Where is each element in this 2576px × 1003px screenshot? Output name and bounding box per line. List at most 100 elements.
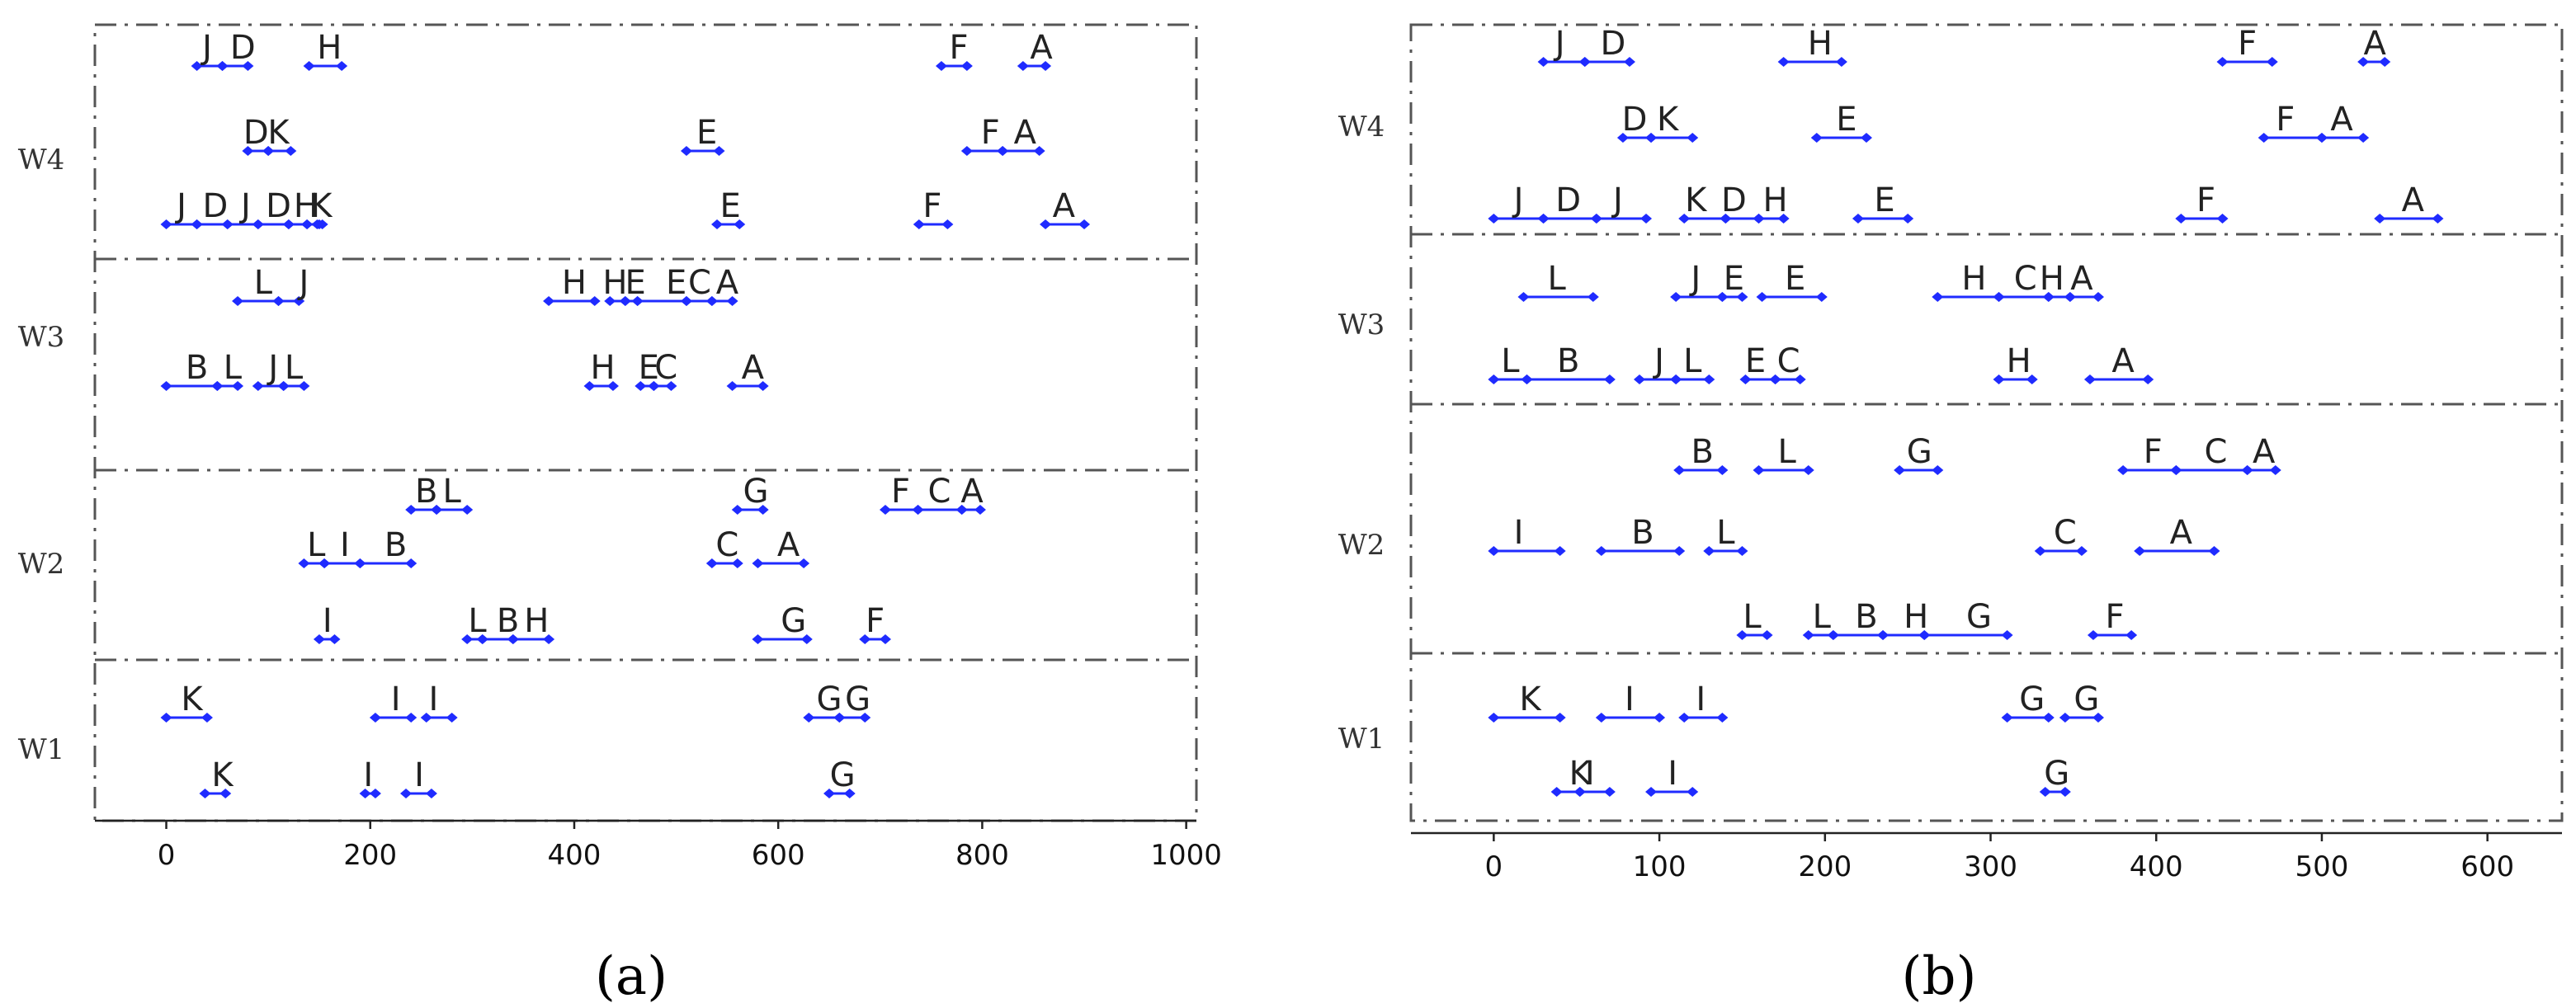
interval-label: A (2330, 101, 2353, 139)
interval-endpoint (461, 634, 474, 644)
interval-endpoint (1640, 214, 1653, 224)
interval-label: C (1777, 342, 1800, 380)
interval-endpoint (1802, 630, 1814, 640)
interval-label: A (742, 349, 765, 387)
interval-label: A (2170, 514, 2193, 552)
interval-label: H (2007, 342, 2031, 380)
interval-label: G (1966, 598, 1992, 636)
group-label-w1: W1 (18, 733, 65, 766)
interval-endpoint (2357, 57, 2370, 67)
interval-endpoint (1033, 146, 1045, 156)
interval-label: E (1724, 260, 1744, 298)
interval-label: E (1745, 342, 1766, 380)
interval-label: C (2205, 433, 2228, 471)
interval-endpoint (298, 558, 310, 568)
interval-endpoint (1753, 214, 1765, 224)
interval-endpoint (1756, 292, 1768, 302)
interval-endpoint (1645, 133, 1658, 143)
interval-endpoint (1488, 546, 1500, 556)
interval-label: F (866, 602, 885, 640)
interval-label: D (202, 187, 228, 225)
interval-endpoint (431, 505, 443, 515)
interval-endpoint (1595, 546, 1607, 556)
interval-label: A (777, 526, 800, 564)
interval-endpoint (680, 296, 692, 306)
interval-endpoint (752, 558, 764, 568)
interval-label: K (181, 680, 204, 718)
interval-label: L (307, 526, 326, 564)
interval-endpoint (1517, 292, 1530, 302)
interval-endpoint (2039, 787, 2051, 797)
interval-endpoint (705, 558, 718, 568)
interval-endpoint (160, 381, 172, 391)
interval-endpoint (1739, 374, 1752, 384)
interval-label: D (230, 29, 256, 67)
interval-label: G (2074, 680, 2099, 718)
interval-endpoint (1670, 374, 1682, 384)
interval-label: I (1514, 514, 1524, 552)
interval-label: B (415, 473, 437, 511)
interval-endpoint (1777, 214, 1790, 224)
interval-endpoint (1993, 292, 2005, 302)
interval-label: I (1585, 755, 1595, 793)
interval-endpoint (1587, 292, 1599, 302)
interval-endpoint (859, 713, 871, 723)
interval-endpoint (833, 713, 846, 723)
interval-label: I (1696, 680, 1706, 718)
interval-endpoint (1537, 57, 1550, 67)
interval-endpoint (726, 296, 738, 306)
interval-endpoint (798, 558, 810, 568)
interval-endpoint (1918, 630, 1931, 640)
interval-label: L (285, 349, 304, 387)
interval-label: J (1688, 260, 1701, 298)
interval-endpoint (913, 219, 925, 229)
interval-endpoint (2216, 57, 2229, 67)
interval-endpoint (960, 146, 973, 156)
interval-label: G (845, 680, 870, 718)
interval-endpoint (160, 713, 172, 723)
interval-endpoint (955, 505, 968, 515)
interval-label: L (254, 264, 273, 302)
interval-label: L (442, 473, 461, 511)
interval-endpoint (1678, 713, 1691, 723)
interval-endpoint (1616, 133, 1629, 143)
interval-endpoint (1537, 214, 1550, 224)
interval-label: H (524, 602, 549, 640)
interval-label: G (2044, 755, 2069, 793)
interval-label: B (497, 602, 519, 640)
interval-endpoint (2125, 630, 2138, 640)
interval-endpoint (1894, 465, 1906, 475)
group-label-w3: W3 (18, 321, 65, 354)
interval-label: A (960, 473, 984, 511)
interval-endpoint (369, 713, 381, 723)
interval-endpoint (252, 381, 264, 391)
interval-endpoint (1554, 546, 1566, 556)
interval-endpoint (2064, 292, 2076, 302)
interval-endpoint (1040, 61, 1052, 71)
x-tick-label: 200 (343, 839, 397, 872)
interval-label: H (602, 264, 627, 302)
interval-label: J (1652, 342, 1664, 380)
interval-endpoint (2432, 214, 2444, 224)
interval-endpoint (1521, 374, 1533, 384)
interval-endpoint (216, 61, 229, 71)
interval-endpoint (859, 634, 871, 644)
interval-endpoint (1860, 133, 1872, 143)
interval-endpoint (1040, 219, 1052, 229)
panel-frame (1409, 23, 2564, 822)
interval-label: F (891, 473, 910, 511)
interval-endpoint (680, 146, 692, 156)
interval-endpoint (405, 558, 418, 568)
interval-label: K (267, 114, 290, 152)
interval-endpoint (606, 381, 619, 391)
interval-label: I (323, 602, 333, 640)
interval-label: A (1053, 187, 1076, 225)
interval-label: L (1683, 342, 1702, 380)
x-tick-label: 800 (955, 839, 1009, 872)
interval-label: L (1777, 433, 1796, 471)
interval-endpoint (1654, 713, 1666, 723)
interval-endpoint (1802, 465, 1814, 475)
interval-endpoint (272, 296, 285, 306)
interval-label: F (949, 29, 968, 67)
interval-label: D (1622, 101, 1648, 139)
